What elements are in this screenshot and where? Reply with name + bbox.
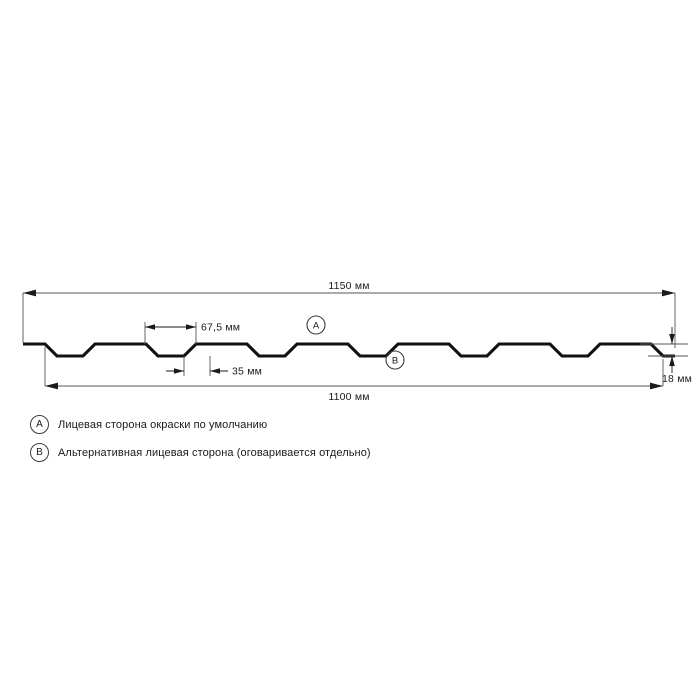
dimension-label-pitch: 67,5 мм (201, 322, 240, 334)
dimension-pitch: 67,5 мм (144, 322, 240, 344)
marker-circle (306, 315, 326, 335)
arrowhead-left (23, 289, 36, 297)
marker-a-on-profile: A (306, 315, 326, 335)
legend-marker-circle-b: B (30, 443, 49, 462)
arrowhead-lower (669, 356, 675, 366)
arrowhead-right (650, 382, 663, 390)
legend-letter-a: A (36, 419, 43, 430)
dimension-label-total-width: 1150 мм (328, 280, 369, 292)
marker-b-on-profile: B (385, 350, 405, 370)
dimension-profile-height: 18 мм (640, 327, 692, 385)
dimension-label-useful-width: 1100 мм (328, 391, 369, 403)
marker-letter-b: B (392, 356, 398, 367)
legend-letter-b: B (36, 447, 43, 458)
dimension-valley-width: 35 мм (166, 356, 262, 378)
legend-marker-circle-a: A (30, 415, 49, 434)
marker-letter-a: A (313, 321, 320, 332)
legend-text-a: Лицевая сторона окраски по умолчанию (58, 418, 268, 431)
marker-circle (385, 350, 405, 370)
arrowhead-left (145, 324, 155, 330)
legend-item-b: B Альтернативная лицевая сторона (оговар… (30, 443, 371, 462)
dimension-label-valley-width: 35 мм (232, 366, 262, 378)
arrowhead-upper (669, 334, 675, 344)
sheet-profile-path (23, 342, 675, 358)
arrowhead-right (662, 289, 675, 297)
dimension-total-width: 1150 мм (22, 280, 676, 348)
legend-text-b: Альтернативная лицевая сторона (оговарив… (58, 446, 371, 459)
dimension-useful-width: 1100 мм (44, 347, 664, 403)
arrowhead-right (186, 324, 196, 330)
dimension-label-profile-height: 18 мм (662, 373, 692, 385)
arrowhead-left (45, 382, 58, 390)
arrowhead-left (174, 368, 184, 374)
legend-item-a: A Лицевая сторона окраски по умолчанию (30, 415, 267, 434)
arrowhead-right (210, 368, 220, 374)
